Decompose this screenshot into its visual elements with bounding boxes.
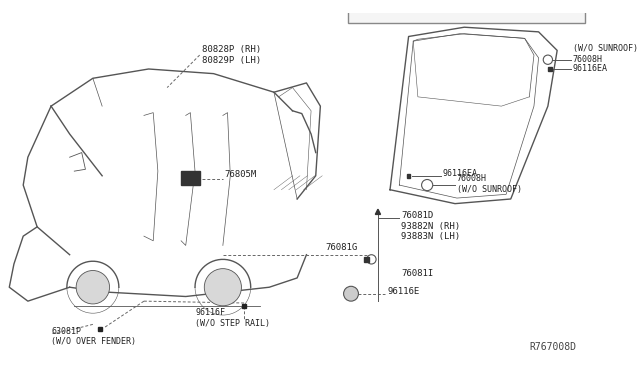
Text: 76081G: 76081G bbox=[325, 243, 357, 252]
Circle shape bbox=[344, 286, 358, 301]
Polygon shape bbox=[375, 209, 381, 214]
Text: 63081P
(W/O OVER FENDER): 63081P (W/O OVER FENDER) bbox=[51, 327, 136, 346]
Text: 76081D: 76081D bbox=[401, 211, 433, 220]
Circle shape bbox=[367, 255, 376, 264]
Text: R767008D: R767008D bbox=[529, 342, 576, 352]
Circle shape bbox=[543, 55, 552, 64]
Text: 76008H
(W/O SUNROOF): 76008H (W/O SUNROOF) bbox=[457, 174, 522, 194]
Text: 80828P (RH)
80829P (LH): 80828P (RH) 80829P (LH) bbox=[202, 45, 262, 65]
Text: 96116F
(W/O STEP RAIL): 96116F (W/O STEP RAIL) bbox=[195, 308, 270, 328]
Polygon shape bbox=[364, 257, 369, 262]
Text: (W/O SUNROOF)
76008H: (W/O SUNROOF) 76008H bbox=[573, 44, 638, 64]
Polygon shape bbox=[407, 174, 410, 178]
Text: 93882N (RH)
93883N (LH): 93882N (RH) 93883N (LH) bbox=[401, 222, 460, 241]
Circle shape bbox=[204, 269, 241, 306]
Polygon shape bbox=[243, 304, 246, 308]
Polygon shape bbox=[548, 67, 552, 71]
Text: 96116EA: 96116EA bbox=[443, 169, 478, 179]
Text: 96116E: 96116E bbox=[387, 287, 419, 296]
Text: 96116EA: 96116EA bbox=[573, 64, 608, 74]
Circle shape bbox=[422, 180, 433, 190]
Text: 76081I: 76081I bbox=[401, 269, 433, 278]
Bar bbox=[348, 0, 585, 23]
Polygon shape bbox=[99, 327, 102, 331]
Bar bbox=[181, 171, 200, 185]
Text: 76805M: 76805M bbox=[225, 170, 257, 179]
Circle shape bbox=[76, 270, 109, 304]
